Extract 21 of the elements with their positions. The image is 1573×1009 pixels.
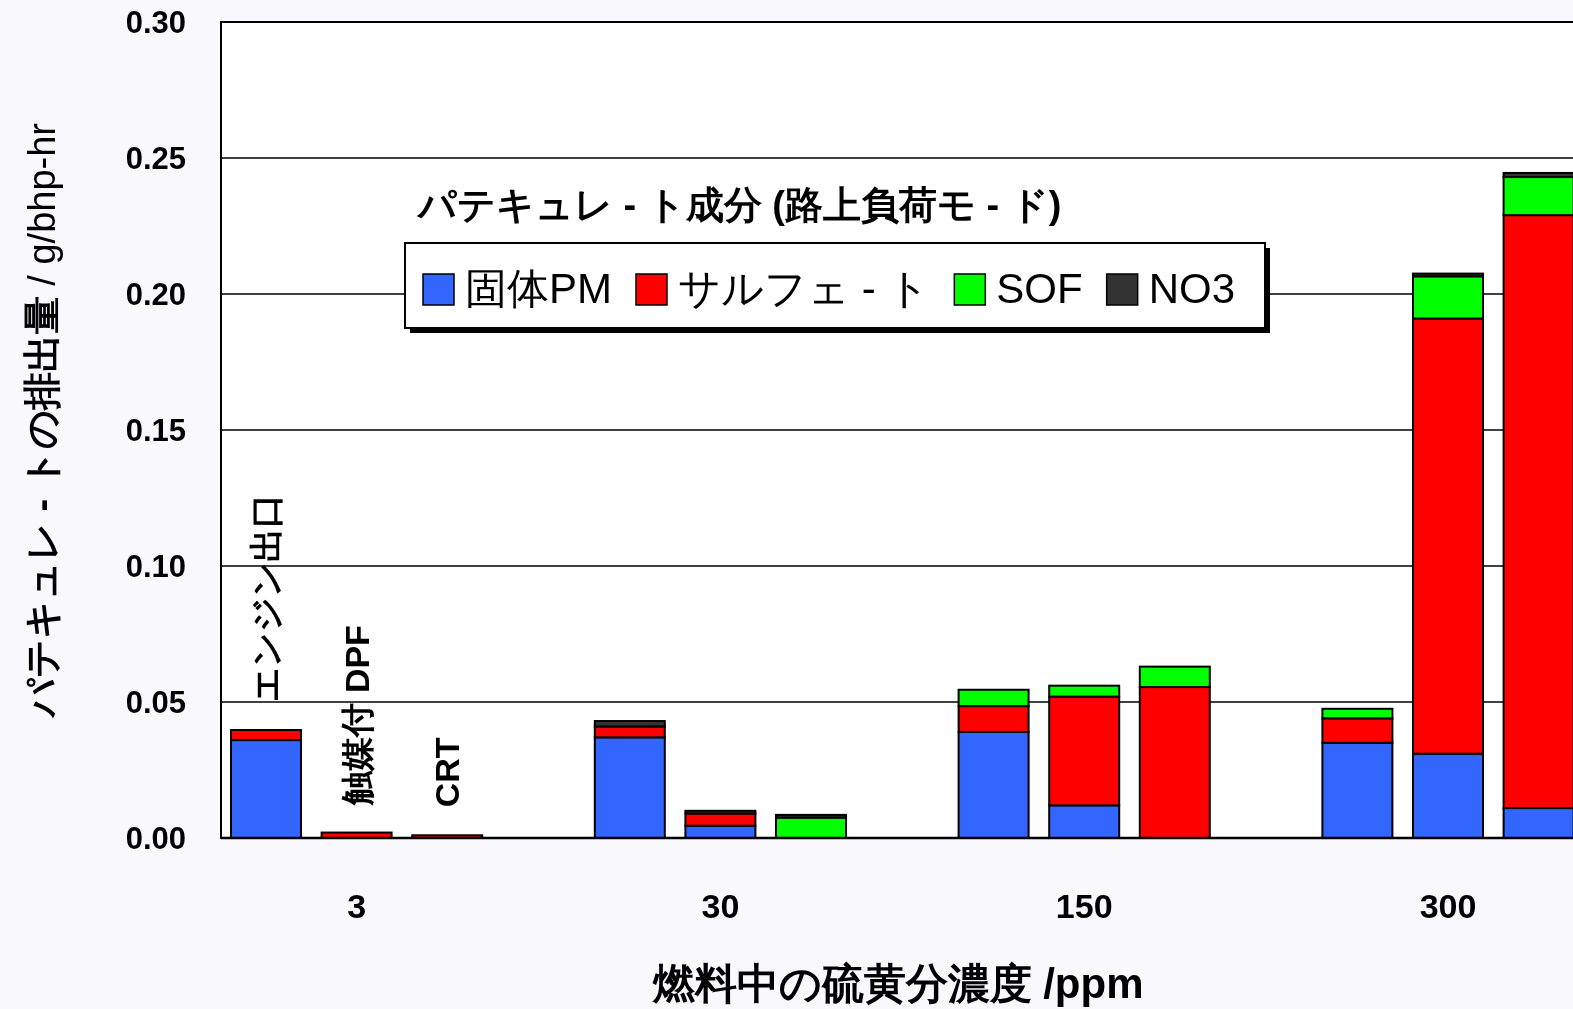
annotation: エンジン出口 [247,494,285,703]
x-tick-label: 3 [347,887,367,925]
y-axis-title: パテキュレ - トの排出量 / g/bhp-hr [21,122,63,719]
x-tick-label: 30 [701,887,740,925]
legend-label: NO3 [1148,265,1236,312]
y-tick-label: 0.20 [125,276,186,312]
x-tick-label: 300 [1419,887,1477,925]
x-axis-title: 燃料中の硫黄分濃度 /ppm [651,960,1144,1007]
y-tick-label: 0.00 [125,820,186,856]
x-tick-label: 150 [1055,887,1113,925]
y-tick-label: 0.15 [125,412,186,448]
y-tick-label: 0.25 [125,140,186,176]
y-tick-label: 0.30 [125,4,186,40]
annotation: CRT [428,737,467,808]
legend-label: 固体PM [465,265,612,312]
annotation: 触媒付 DPF [337,625,376,806]
text: パテキュレ - ト成分 (路上負荷モ - ド) [416,184,1062,226]
y-tick-label: 0.10 [125,548,186,584]
legend-label: サルフェ - ト [678,265,931,312]
legend-label: SOF [996,265,1083,312]
y-tick-label: 0.05 [125,684,186,720]
